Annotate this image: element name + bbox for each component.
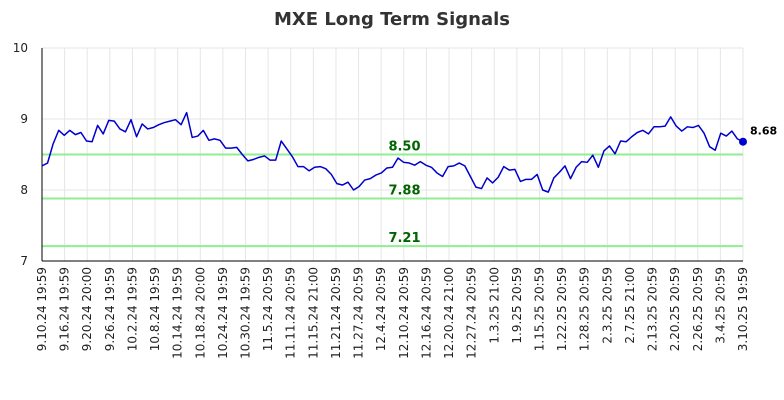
x-tick-label: 9.26.24 19:59: [103, 267, 117, 351]
x-tick-label: 3.10.25 19:59: [736, 267, 750, 351]
axes: 7 8 9 10 9.10.24 19:59 9.16.24 19:59 9.20.24 2…: [13, 41, 750, 359]
x-tick-label: 1.28.25 20:59: [578, 267, 592, 351]
x-tick-label: 10.24.24 19:59: [216, 267, 230, 359]
y-tick-label: 10: [13, 41, 28, 55]
x-tick-label: 10.18.24 20:00: [193, 267, 207, 359]
x-tick-label: 1.3.25 21:00: [487, 267, 501, 344]
x-tick-label: 10.8.24 19:59: [148, 267, 162, 351]
x-tick-label: 1.15.25 20:59: [532, 267, 546, 351]
signal-level-label: 7.21: [388, 231, 420, 246]
x-tick-label: 10.30.24 19:59: [239, 267, 253, 359]
x-tick-label: 1.9.25 20:59: [510, 267, 524, 344]
last-value-marker: [739, 137, 747, 146]
y-tick-label: 8: [20, 183, 28, 197]
x-tick-label: 9.20.24 20:00: [80, 267, 94, 351]
x-tick-label: 12.10.24 20:59: [397, 267, 411, 359]
x-tick-label: 10.14.24 19:59: [171, 267, 185, 359]
x-tick-label: 12.27.24 20:59: [465, 267, 479, 359]
x-tick-label: 2.3.25 20:59: [600, 267, 614, 344]
chart-title: MXE Long Term Signals: [274, 9, 510, 30]
signal-levels: [42, 153, 743, 248]
signal-level-label: 7.88: [388, 184, 420, 199]
signal-level-label: 8.50: [388, 140, 420, 155]
x-tick-label: 10.2.24 19:59: [125, 267, 139, 351]
x-tick-label: 9.10.24 19:59: [35, 267, 49, 351]
x-tick-label: 12.16.24 20:59: [419, 267, 433, 359]
price-series-line: [41, 111, 744, 193]
y-tick-label: 7: [20, 254, 28, 268]
x-tick-label: 2.7.25 21:00: [623, 267, 637, 344]
x-tick-label: 11.15.24 21:00: [306, 267, 320, 359]
x-tick-label: 12.4.24 20:59: [374, 267, 388, 351]
x-tick-label: 12.20.24 21:00: [442, 267, 456, 359]
x-tick-label: 2.20.25 20:59: [668, 267, 682, 351]
series-layer: [41, 111, 747, 193]
last-value-label: 8.68: [750, 125, 777, 138]
labels: 8.50 7.88 7.21 8.68: [388, 125, 777, 246]
x-tick-label: 11.5.24 20:59: [261, 267, 275, 351]
x-tick-label: 2.26.25 20:59: [691, 267, 705, 351]
y-tick-label: 9: [20, 112, 28, 126]
x-tick-label: 11.27.24 20:59: [352, 267, 366, 359]
x-tick-label: 11.21.24 20:59: [329, 267, 343, 359]
x-tick-label: 9.16.24 19:59: [58, 267, 72, 351]
x-tick-label: 1.22.25 20:59: [555, 267, 569, 351]
x-tick-label: 3.4.25 20:59: [713, 267, 727, 344]
x-tick-label: 11.11.24 20:59: [284, 267, 298, 359]
x-tick-label: 2.13.25 20:59: [646, 267, 660, 351]
